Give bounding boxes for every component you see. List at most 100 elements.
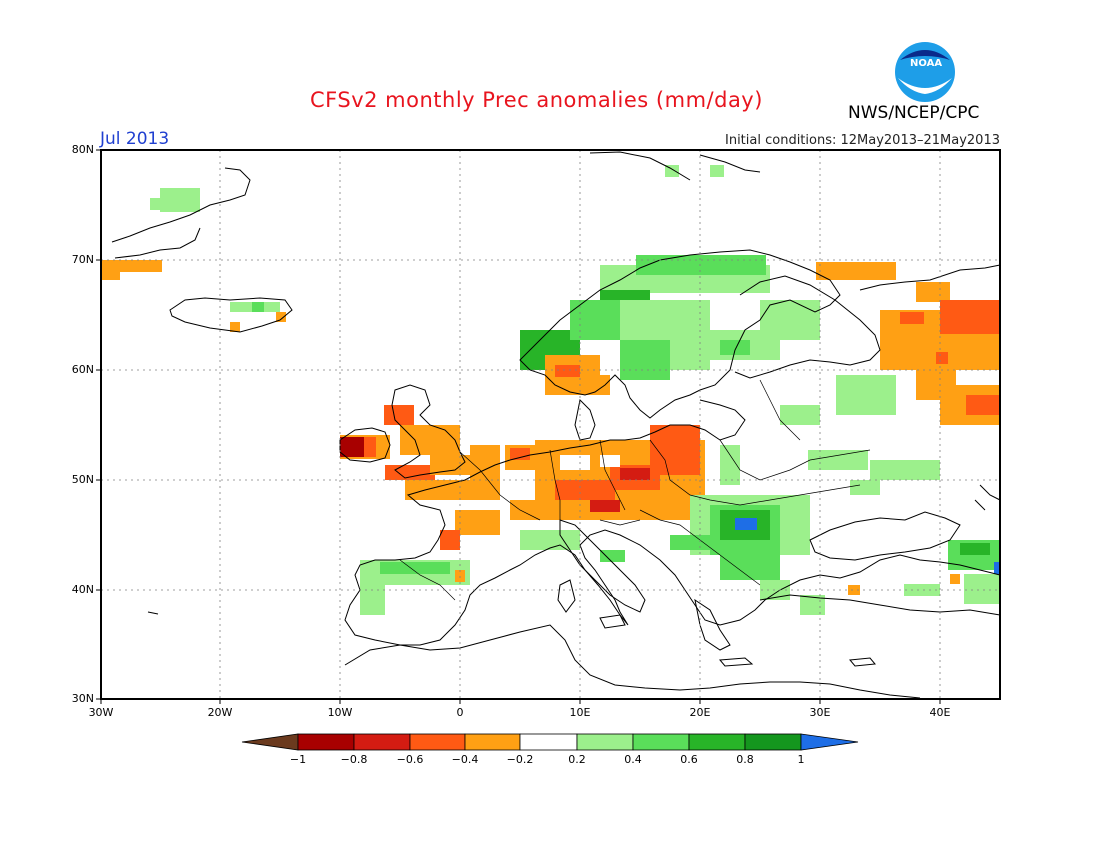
anomaly-cell	[560, 455, 590, 470]
anomaly-cell	[650, 425, 700, 475]
anomaly-cell	[916, 282, 950, 302]
coastline	[859, 264, 1001, 291]
anomaly-cell	[384, 405, 414, 425]
legend-tick-label: 1	[797, 753, 805, 766]
anomaly-cell	[150, 198, 170, 210]
coastline	[557, 579, 576, 613]
anomaly-cell	[848, 585, 860, 595]
anomaly-cell	[994, 562, 1000, 574]
logo-top	[900, 50, 950, 60]
legend-swatch	[519, 733, 578, 751]
coastline	[559, 519, 646, 613]
legend-swatch	[744, 733, 802, 751]
anomaly-cell	[385, 465, 435, 480]
anomaly-cell	[636, 255, 766, 275]
anomaly-cell	[555, 365, 580, 377]
anomaly-cell	[950, 574, 960, 584]
legend-arrow-left	[241, 733, 299, 751]
anomaly-cell	[735, 518, 757, 530]
anomaly-cell	[808, 450, 868, 470]
anomaly-cell	[400, 425, 460, 455]
map-frame	[100, 149, 1001, 700]
anomaly-cell	[850, 480, 880, 495]
lat-label: 30N	[71, 692, 94, 705]
axis-ticks	[96, 149, 941, 704]
lat-label: 70N	[71, 253, 94, 266]
anomaly-cell	[800, 595, 825, 615]
anomaly-cell	[836, 375, 896, 415]
legend-arrow-right	[800, 733, 859, 751]
anomaly-cell	[276, 312, 286, 322]
anomaly-cell	[600, 550, 625, 562]
border	[549, 449, 561, 520]
legend-tick-label: −0.4	[451, 753, 479, 766]
noaa-logo-text: NOAA	[910, 58, 943, 69]
lon-label: 30W	[88, 706, 114, 719]
anomaly-cell	[620, 468, 650, 480]
anomaly-cell	[555, 480, 615, 500]
anomaly-cell	[360, 585, 385, 615]
anomaly-cell	[710, 165, 724, 177]
anomaly-cell	[870, 460, 940, 480]
anomaly-cell	[900, 312, 924, 324]
initial-conditions: Initial conditions: 12May2013–21May2013	[725, 133, 1000, 148]
coastline	[391, 384, 466, 479]
legend-swatch	[409, 733, 466, 751]
legend-swatch	[353, 733, 411, 751]
legend-swatch	[464, 733, 521, 751]
anomaly-cell	[966, 395, 1000, 415]
legend-swatch	[297, 733, 355, 751]
anomaly-cell	[620, 340, 670, 380]
noaa-logo	[893, 40, 957, 104]
anomaly-cell	[380, 562, 450, 574]
coastline	[519, 249, 841, 419]
legend-tick-label: 0.6	[680, 753, 698, 766]
coastline	[734, 275, 881, 379]
anomaly-cell	[816, 262, 896, 280]
graticule	[101, 150, 1000, 699]
coastline	[339, 427, 391, 463]
anomaly-cell	[102, 260, 162, 272]
border	[649, 439, 861, 506]
anomaly-cell	[904, 584, 940, 596]
anomaly-cell	[340, 437, 364, 457]
anomaly-cell	[455, 510, 500, 535]
anomaly-cell	[720, 550, 780, 580]
coastline	[610, 399, 746, 441]
lon-label: 10E	[569, 706, 591, 719]
anomaly-cell	[670, 535, 710, 550]
anomaly-cell	[665, 165, 679, 177]
lat-label: 80N	[71, 143, 94, 156]
anomaly-cell	[936, 352, 948, 364]
anomaly-cell	[760, 300, 820, 340]
anomaly-cell	[760, 580, 790, 600]
lon-label: 0	[456, 706, 464, 719]
anomaly-cells	[102, 165, 1000, 615]
coastline	[589, 151, 761, 181]
legend-tick-label: −0.8	[340, 753, 368, 766]
border	[599, 519, 641, 526]
lon-label: 40E	[929, 706, 951, 719]
border	[719, 439, 871, 481]
anomaly-cell	[230, 322, 240, 332]
anomaly-cell	[520, 530, 580, 550]
legend-tick-label: −1	[289, 753, 307, 766]
coastline	[809, 511, 961, 561]
coastline	[718, 657, 754, 667]
legend-swatch	[688, 733, 746, 751]
border	[759, 379, 801, 441]
agency-label: NWS/NCEP/CPC	[848, 103, 980, 123]
coastline	[169, 297, 293, 333]
lat-label: 60N	[71, 363, 94, 376]
coastline	[849, 657, 876, 667]
coastline	[759, 594, 1001, 616]
coastline	[344, 439, 1001, 646]
coastline	[147, 611, 159, 615]
border	[459, 451, 541, 521]
anomaly-cell	[940, 300, 1000, 334]
anomaly-cell	[440, 530, 460, 550]
anomaly-cell	[252, 302, 264, 312]
coastlines	[111, 151, 1001, 699]
coastline	[694, 598, 731, 651]
